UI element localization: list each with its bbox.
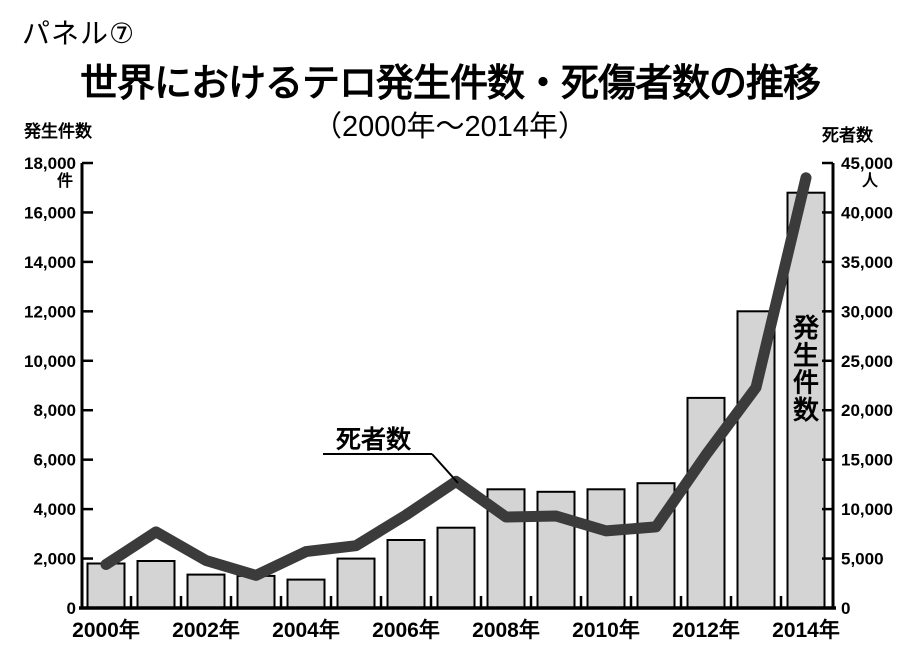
right-axis-unit: 人 <box>862 172 879 190</box>
page-subtitle: （2000年〜2014年） <box>312 111 588 143</box>
bar-2001 <box>136 560 176 609</box>
right-y-tick-label: 10,000 <box>841 500 893 519</box>
year-label-2008: 2008年 <box>472 618 540 642</box>
year-label-2010: 2010年 <box>572 618 640 642</box>
left-axis-title: 発生件数 <box>24 122 92 141</box>
year-label-2012: 2012年 <box>672 618 740 642</box>
right-axis-labels: 0 5,000 10,000 15,000 20,000 25,000 30,000 35,0… <box>822 154 893 618</box>
right-y-tick-label: 20,000 <box>841 401 893 420</box>
year-label-2006: 2006年 <box>372 618 440 642</box>
x-axis-ticks <box>129 596 783 608</box>
page-title: 世界におけるテロ発生件数・死傷者数の推移 <box>79 63 821 105</box>
left-y-tick-label: 4,000 <box>33 500 76 519</box>
right-y-tick-label: 30,000 <box>841 302 893 321</box>
left-axis-labels: 0 2,000 4,000 6,000 8,000 10,000 12,000 14,000 1… <box>24 154 93 618</box>
x-axis-labels: 2000年 2002年 2004年 2006年 2008年 2010年 2012年 2014年 <box>72 618 840 642</box>
left-y-tick-label: 2,000 <box>33 550 76 569</box>
left-axis-unit: 件 <box>57 171 73 190</box>
bar-2006 <box>386 539 426 609</box>
year-label-2002: 2002年 <box>172 618 240 642</box>
panel-label: パネル⑦ <box>22 18 136 49</box>
right-y-tick-label: 5,000 <box>841 550 884 569</box>
incidents-annotation: 発生件数 <box>792 313 820 425</box>
incidents-annotation-char: 件 <box>793 368 819 398</box>
right-y-tick-label: 40,000 <box>841 203 893 222</box>
right-axis-title: 死者数 <box>822 126 873 145</box>
incidents-annotation-char: 生 <box>793 340 819 370</box>
left-y-tick-label: 18,000 <box>24 154 76 173</box>
year-label-2000: 2000年 <box>72 618 140 642</box>
right-y-tick-label: 25,000 <box>841 352 893 371</box>
left-y-tick-label: 10,000 <box>24 352 76 371</box>
bar-2005 <box>336 557 376 609</box>
bar-2009 <box>536 490 576 609</box>
incidents-annotation-char: 数 <box>793 395 820 425</box>
right-y-tick-label: 35,000 <box>841 253 893 272</box>
right-y-tick-label: 15,000 <box>841 451 893 470</box>
year-label-2014: 2014年 <box>772 618 840 642</box>
incidents-annotation-char: 発 <box>792 313 820 343</box>
bar-2002 <box>186 573 226 609</box>
bar-2013 <box>736 310 776 609</box>
left-y-tick-label: 6,000 <box>33 451 76 470</box>
annotation-pointer <box>431 453 459 484</box>
right-y-tick-label: 45,000 <box>841 154 893 173</box>
bars-group <box>86 191 826 610</box>
right-y-tick-label: 0 <box>841 599 850 618</box>
bar-2010 <box>586 488 626 609</box>
year-label-2004: 2004年 <box>272 618 340 642</box>
deaths-annotation-label: 死者数 <box>336 426 412 454</box>
bar-2004 <box>286 578 326 609</box>
left-y-tick-label: 0 <box>67 599 76 618</box>
left-y-tick-label: 16,000 <box>24 203 76 222</box>
bar-2007 <box>436 526 476 610</box>
left-y-tick-label: 12,000 <box>24 302 76 321</box>
deaths-annotation: 死者数 <box>323 426 459 484</box>
left-y-tick-label: 14,000 <box>24 253 76 272</box>
bar-2000 <box>86 562 126 609</box>
left-y-tick-label: 8,000 <box>33 401 76 420</box>
